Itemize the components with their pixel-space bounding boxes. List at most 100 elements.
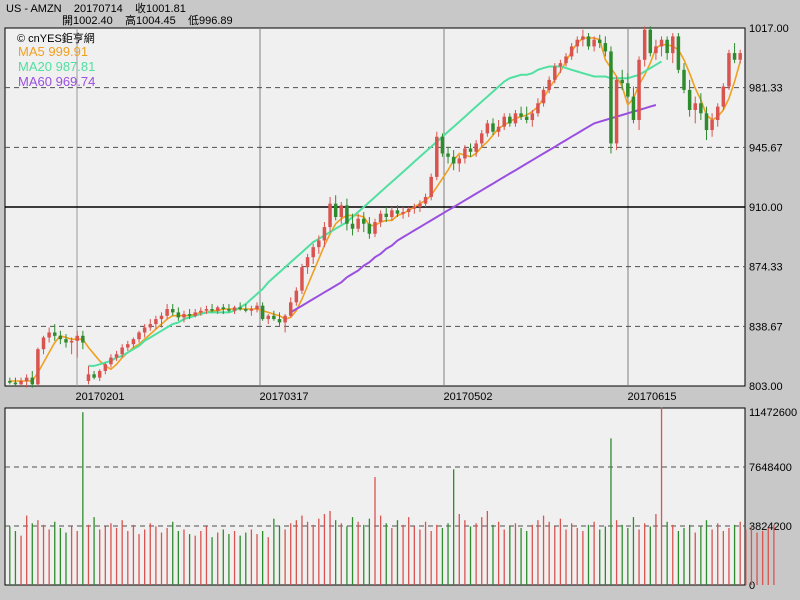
candle-body: [53, 332, 57, 336]
candle-body: [524, 116, 529, 121]
candle-body: [328, 203, 332, 228]
candle-body: [429, 176, 433, 197]
candle-body: [64, 339, 68, 343]
legend-ma20: MA20 987.81: [18, 59, 95, 74]
candle-body: [446, 153, 450, 157]
candle-body: [401, 212, 405, 214]
xtick-label: 20170615: [628, 391, 677, 403]
candle-body: [159, 315, 164, 320]
candle-body: [378, 213, 383, 223]
candle-body: [272, 315, 276, 320]
candle-body: [699, 103, 703, 114]
candle-body: [575, 39, 580, 47]
candle-body: [204, 309, 209, 311]
open-label: 開1002.40: [62, 15, 113, 27]
candle-body: [451, 156, 456, 164]
price-ytick-label: 803.00: [749, 381, 783, 393]
price-ytick-label: 945.67: [749, 142, 783, 154]
candle-body: [8, 380, 12, 383]
candle-body: [126, 344, 130, 348]
candle-body: [283, 315, 287, 323]
candle-body: [182, 314, 186, 318]
candle-body: [609, 51, 613, 144]
candle-body: [294, 290, 299, 303]
candle-body: [69, 340, 74, 343]
candle-body: [704, 113, 709, 131]
candle-body: [502, 116, 506, 127]
candle-body: [536, 103, 540, 114]
candle-body: [547, 79, 551, 90]
candle-body: [41, 337, 46, 350]
candle-body: [120, 347, 124, 355]
candle-body: [468, 148, 473, 152]
candle-body: [659, 39, 664, 47]
candle-body: [154, 319, 158, 325]
candle-body: [440, 136, 445, 154]
candle-body: [648, 29, 653, 54]
candle-body: [193, 312, 197, 316]
candle-body: [210, 309, 214, 311]
candle-body: [553, 66, 557, 80]
candle-body: [317, 240, 321, 248]
candle-body: [530, 113, 535, 121]
candle-body: [311, 247, 315, 258]
candle-body: [738, 53, 742, 60]
candle-body: [614, 79, 619, 144]
candle-body: [215, 307, 220, 311]
candle-body: [491, 123, 495, 132]
volume-ytick-label: 11472600: [749, 407, 797, 419]
candle-body: [362, 218, 366, 224]
candle-body: [36, 349, 40, 385]
candle-body: [564, 56, 568, 64]
candle-body: [457, 158, 462, 164]
price-ytick-label: 1017.00: [749, 23, 789, 35]
candle-body: [384, 213, 388, 218]
candle-body: [58, 335, 63, 340]
candle-body: [727, 53, 731, 87]
candle-body: [423, 196, 428, 204]
candle-body: [86, 374, 91, 381]
candle-body: [227, 309, 231, 311]
xtick-label: 20170317: [260, 391, 309, 403]
watermark-text: cnYES鉅亨網: [28, 33, 95, 45]
candle-body: [339, 205, 344, 218]
candle-body: [249, 309, 254, 311]
price-ytick-label: 981.33: [749, 83, 783, 95]
candle-body: [322, 227, 327, 241]
candle-body: [232, 307, 237, 311]
volume-ytick-label: 3824200: [749, 521, 792, 533]
candle-body: [373, 222, 377, 234]
candle-body: [176, 312, 181, 318]
candle-body: [519, 113, 523, 117]
candle-body: [47, 332, 51, 338]
legend-ma60: MA60 969.74: [18, 74, 95, 89]
candle-body: [715, 106, 720, 121]
candle-body: [260, 305, 265, 320]
legend-ma5-value: 999.91: [48, 44, 89, 59]
candle-body: [13, 382, 18, 385]
candle-body: [687, 89, 692, 110]
candle-body: [30, 377, 35, 385]
candle-body: [597, 39, 602, 44]
candle-body: [103, 364, 108, 371]
candle-body: [350, 223, 355, 229]
candle-body: [682, 69, 686, 90]
price-ytick-label: 838.67: [749, 321, 783, 333]
legend-ma5: MA5 999.91: [18, 44, 88, 59]
candle-body: [508, 116, 512, 124]
candle-body: [581, 36, 585, 40]
candle-body: [97, 370, 102, 378]
legend-ma20-name: MA20: [18, 59, 52, 74]
candle-body: [665, 39, 669, 54]
candle-body: [642, 29, 647, 60]
volume-ytick-label: 0: [749, 580, 755, 592]
price-ytick-label: 874.33: [749, 262, 783, 274]
candle-body: [569, 46, 574, 57]
symbol-label: US - AMZN: [6, 3, 62, 15]
candle-body: [721, 86, 726, 107]
candle-body: [541, 89, 546, 104]
price-ytick-label: 910.00: [749, 202, 783, 214]
candle-body: [221, 307, 226, 310]
candle-body: [592, 39, 596, 47]
candle-body: [654, 46, 658, 54]
